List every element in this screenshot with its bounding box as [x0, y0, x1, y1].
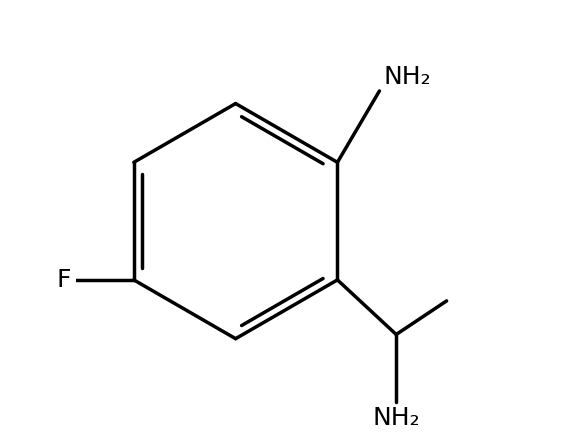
- Text: F: F: [56, 268, 71, 292]
- Text: NH₂: NH₂: [384, 65, 431, 89]
- Text: NH₂: NH₂: [372, 406, 420, 430]
